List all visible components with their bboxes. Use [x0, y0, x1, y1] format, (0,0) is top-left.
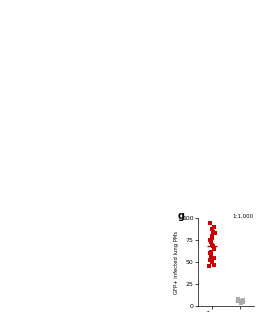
Text: g: g [178, 212, 185, 222]
Y-axis label: GFP+ infected lung PMs: GFP+ infected lung PMs [174, 231, 179, 294]
Text: 1:1,000: 1:1,000 [232, 214, 253, 219]
